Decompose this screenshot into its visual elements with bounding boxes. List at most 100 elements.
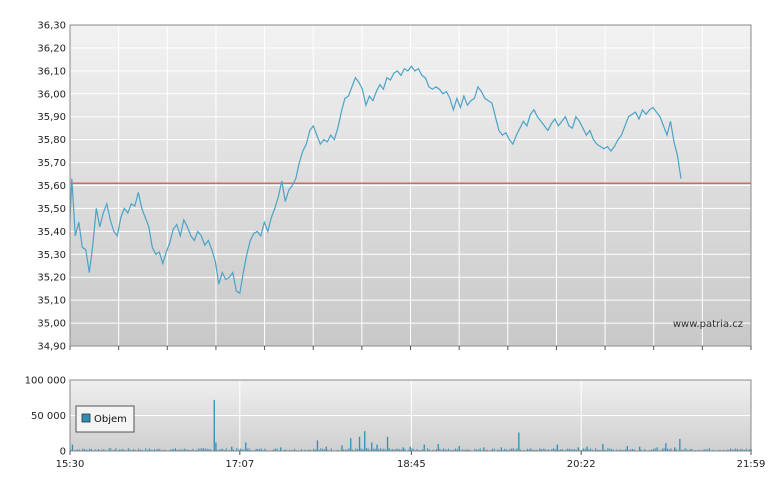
- volume-bar: [686, 449, 688, 451]
- volume-bar: [518, 432, 520, 451]
- volume-bar: [171, 449, 173, 451]
- volume-bar: [327, 449, 329, 451]
- volume-bar: [150, 449, 152, 451]
- volume-bar: [381, 449, 383, 451]
- volume-bar: [610, 449, 612, 451]
- volume-bar: [591, 449, 593, 451]
- volume-bar: [465, 449, 467, 451]
- volume-bar: [133, 449, 134, 451]
- volume-bar: [684, 448, 686, 451]
- volume-bar: [378, 449, 380, 451]
- volume-bar: [78, 449, 80, 451]
- volume-bar: [110, 448, 112, 451]
- volume-bar: [572, 449, 574, 451]
- volume-bar: [400, 449, 402, 451]
- volume-bar: [586, 446, 588, 451]
- volume-bar: [292, 449, 294, 451]
- volume-bar: [588, 449, 590, 451]
- volume-bar: [208, 449, 210, 451]
- volume-bar: [371, 442, 373, 451]
- volume-bar: [330, 448, 332, 451]
- volume-bar: [246, 448, 248, 451]
- volume-bar: [556, 444, 558, 451]
- legend-label: Objem: [94, 414, 127, 425]
- volume-bar: [728, 449, 730, 451]
- volume-bar: [740, 448, 742, 451]
- volume-bar: [603, 449, 605, 451]
- volume-bar: [582, 448, 584, 451]
- volume-bar: [308, 449, 310, 451]
- volume-bar: [568, 448, 570, 451]
- volume-bar: [175, 448, 176, 451]
- volume-bar: [365, 448, 367, 451]
- volume-bar: [737, 449, 738, 451]
- volume-bar: [719, 449, 721, 451]
- volume-bar: [213, 399, 215, 451]
- volume-bar: [544, 448, 546, 451]
- volume-bar: [679, 438, 681, 451]
- volume-bar: [632, 449, 633, 451]
- volume-bar: [589, 448, 591, 451]
- volume-bar: [705, 449, 707, 451]
- volume-bar: [399, 449, 401, 451]
- volume-bar: [730, 448, 731, 451]
- volume-bar: [554, 449, 556, 451]
- volume-bar: [259, 449, 261, 451]
- volume-bar: [577, 447, 579, 451]
- volume-bar: [691, 448, 693, 451]
- volume-bar: [225, 448, 227, 451]
- volume-bar: [402, 447, 404, 451]
- volume-bar: [639, 446, 641, 451]
- volume-bar: [344, 449, 346, 451]
- volume-bar: [462, 449, 464, 451]
- volume-bar: [456, 449, 458, 451]
- volume-bar: [428, 449, 430, 451]
- volume-bar: [243, 449, 245, 451]
- volume-bar: [675, 449, 677, 451]
- volume-bar: [220, 448, 222, 451]
- x-tick-label: 15:30: [56, 459, 85, 470]
- volume-bar: [542, 448, 544, 451]
- volume-bar: [392, 449, 394, 451]
- volume-bar: [416, 449, 418, 451]
- volume-bar: [301, 449, 303, 451]
- volume-bar: [533, 449, 535, 451]
- volume-bar: [122, 449, 124, 451]
- volume-bar: [294, 448, 296, 451]
- volume-bar: [446, 449, 448, 451]
- x-tick-label: 21:59: [737, 459, 766, 470]
- volume-bar: [612, 449, 614, 451]
- volume-bar: [180, 449, 182, 451]
- volume-bar: [257, 448, 259, 451]
- volume-bar: [621, 449, 623, 451]
- volume-bar: [516, 448, 518, 451]
- volume-bar: [173, 449, 175, 451]
- volume-bar: [565, 449, 567, 451]
- volume-bar: [411, 448, 413, 451]
- volume-bar: [745, 448, 747, 451]
- volume-bar: [376, 444, 378, 451]
- volume-bar: [87, 449, 89, 451]
- volume-bar: [602, 443, 604, 451]
- volume-bar: [432, 449, 434, 451]
- volume-bar: [337, 449, 339, 451]
- volume-bar: [383, 448, 385, 451]
- volume-bar: [369, 449, 371, 451]
- volume-bar: [134, 449, 136, 451]
- volume-bar: [595, 448, 597, 451]
- volume-bar: [497, 449, 499, 451]
- volume-bar: [178, 449, 180, 451]
- volume-bar: [682, 449, 684, 451]
- volume-bar: [313, 448, 315, 451]
- volume-y-tick-label: 100 000: [25, 376, 66, 387]
- volume-bar: [124, 449, 126, 451]
- volume-bar: [735, 448, 737, 451]
- volume-bar: [141, 449, 143, 451]
- volume-bar: [241, 449, 243, 451]
- volume-bar: [535, 449, 537, 451]
- volume-bar: [390, 449, 392, 451]
- volume-bar: [183, 448, 185, 451]
- volume-bar: [723, 449, 724, 451]
- volume-plot-frame: [69, 379, 752, 452]
